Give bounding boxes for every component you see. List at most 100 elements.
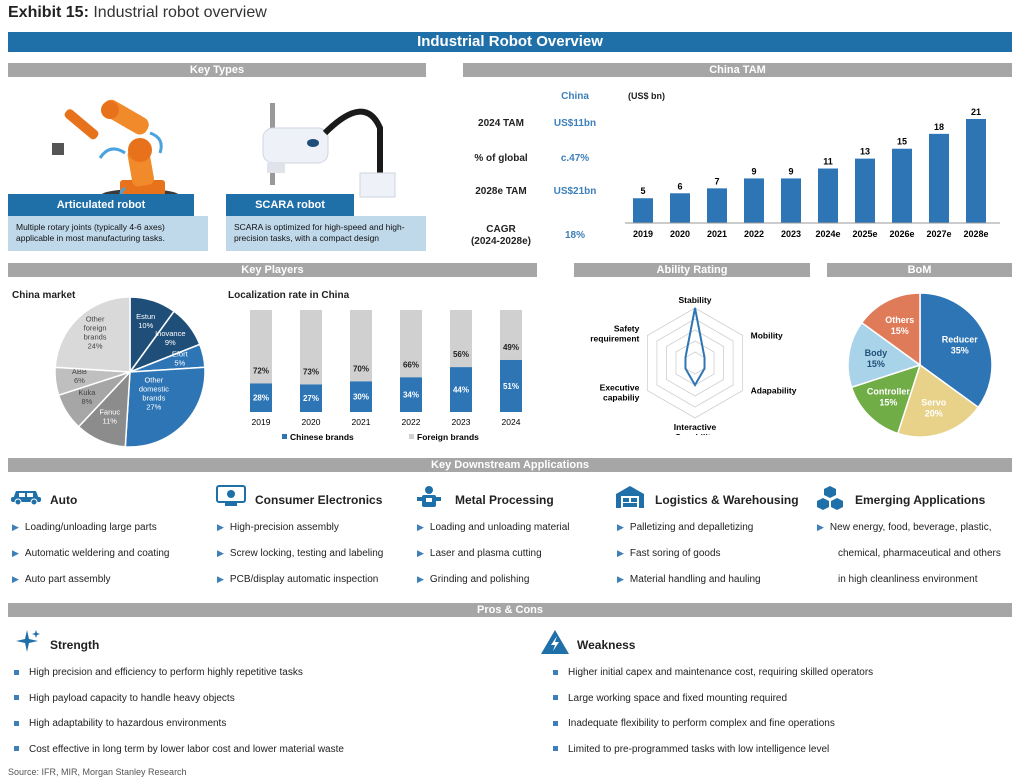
market-slice-label: domestic — [139, 384, 169, 393]
chinese-bar — [350, 381, 372, 412]
bom-slice — [896, 363, 980, 438]
bom-slice-label: Reducer — [942, 335, 979, 345]
legend-chinese-swatch — [282, 434, 287, 439]
china-market-pie: Estun10%Inovance9%Efort5%Otherdomesticbr… — [54, 296, 206, 448]
market-slice-label: brands — [142, 393, 165, 402]
tam-bar-label: 15 — [897, 137, 907, 147]
tam-x-label: 2021 — [707, 229, 727, 239]
radar-axis-label: Mobility — [751, 331, 783, 341]
local-x-label: 2019 — [252, 417, 271, 427]
tam-bar — [818, 168, 838, 223]
local-x-label: 2022 — [402, 417, 421, 427]
market-slice — [54, 296, 131, 373]
bullet-triangle-icon: ▶ — [417, 548, 424, 558]
bom-slice-pct: 35% — [951, 346, 969, 356]
local-x-label: 2021 — [352, 417, 371, 427]
application-item: ▶ Material handling and hauling — [617, 574, 761, 585]
bullet-square-icon — [14, 746, 19, 752]
radar-axis-label: requirement — [590, 334, 639, 344]
tam-label-2024: 2024 TAM — [478, 118, 524, 129]
cubes-icon — [815, 485, 845, 516]
bullet-triangle-icon: ▶ — [817, 522, 824, 532]
warehouse-icon — [615, 485, 645, 514]
application-item: ▶ Automatic weldering and coating — [12, 548, 170, 559]
application-column: Metal Processing ▶ Loading and unloading m… — [413, 485, 613, 595]
application-column: Emerging Applications ▶ New energy, food, … — [813, 485, 1013, 595]
bom-slice-label: Body — [865, 348, 888, 358]
section-ability-rating: Ability Rating — [574, 263, 810, 277]
tam-unit: (US$ bn) — [628, 91, 665, 101]
source-note: Source: IFR, MIR, Morgan Stanley Researc… — [8, 767, 187, 777]
local-x-label: 2024 — [502, 417, 521, 427]
radar-axis-label: capabiliy — [603, 393, 640, 403]
foreign-bar-label: 56% — [453, 350, 469, 359]
bullet-square-icon — [553, 669, 558, 675]
market-slice-label: 5% — [174, 358, 185, 367]
monitor-icon — [215, 485, 247, 512]
section-bom: BoM — [827, 263, 1012, 277]
tam-bar-label: 21 — [971, 107, 981, 117]
tam-bar — [855, 158, 875, 223]
tam-value-2028: US$21bn — [553, 186, 597, 197]
tam-x-label: 2020 — [670, 229, 690, 239]
tam-value-2024: US$11bn — [553, 118, 597, 129]
bom-slice-label: Controller — [867, 387, 910, 397]
local-x-label: 2020 — [302, 417, 321, 427]
tam-value-cagr: 18% — [564, 230, 585, 241]
application-column: Consumer Electronics ▶ High-precision asse… — [213, 485, 413, 595]
foreign-bar — [300, 310, 322, 385]
chinese-bar-label: 30% — [353, 393, 369, 402]
radar-axis-label: Capability — [675, 432, 716, 435]
radar-series — [684, 307, 706, 388]
application-title: Logistics & Warehousing — [655, 493, 799, 507]
tam-bar — [707, 188, 727, 223]
market-slice-label: Other — [144, 375, 163, 384]
application-item: ▶ Palletizing and depalletizing — [617, 522, 754, 533]
market-slice-label: Inovance — [155, 329, 185, 338]
pros-cons-item: Cost effective in long term by lower lab… — [14, 744, 344, 755]
tam-bar — [781, 178, 801, 223]
sparkle-icon — [16, 630, 40, 652]
bom-slice — [919, 292, 993, 409]
chinese-bar-label: 27% — [303, 394, 319, 403]
bom-slice-pct: 20% — [925, 408, 943, 418]
chinese-bar — [300, 384, 322, 412]
bom-slice — [847, 321, 922, 389]
bullet-triangle-icon: ▶ — [217, 548, 224, 558]
tam-bar-label: 18 — [934, 122, 944, 132]
section-china-tam: China TAM — [463, 63, 1012, 77]
application-item: ▶ Loading and unloading material — [417, 522, 570, 533]
foreign-bar — [250, 310, 272, 384]
bullet-square-icon — [14, 695, 19, 701]
market-slice-label: foreign — [84, 323, 107, 332]
tam-bar-chart: 5 2019 6 2020 7 2021 9 2022 9 2023 11 2024e 13 2025e 1… — [625, 107, 1000, 239]
market-slice-label: 24% — [88, 341, 103, 350]
tam-bar-label: 9 — [788, 166, 793, 176]
application-item: ▶ Laser and plasma cutting — [417, 548, 542, 559]
chinese-bar — [500, 359, 522, 412]
bullet-square-icon — [553, 746, 558, 752]
bom-slice-pct: 15% — [879, 398, 897, 408]
chinese-bar-label: 34% — [403, 391, 419, 400]
market-slice — [124, 366, 206, 448]
market-slice-label: 27% — [146, 402, 161, 411]
tam-bar-label: 11 — [823, 157, 833, 167]
section-key-types: Key Types — [8, 63, 426, 77]
application-item: in high cleanliness environment — [838, 574, 978, 585]
bullet-square-icon — [14, 669, 19, 675]
articulated-robot-caption: Articulated robot — [8, 194, 194, 216]
radar-axis-label: Executive — [600, 383, 640, 393]
section-pros-cons: Pros & Cons — [8, 603, 1012, 617]
foreign-bar — [500, 310, 522, 360]
car-icon — [10, 485, 42, 510]
chinese-bar — [450, 367, 472, 412]
foreign-bar-label: 66% — [403, 360, 419, 369]
china-market-title: China market — [12, 290, 76, 301]
radar-axis-label: Safety — [614, 324, 640, 334]
legend-foreign-label: Foreign brands — [417, 432, 479, 442]
application-title: Emerging Applications — [855, 493, 986, 507]
application-title: Auto — [50, 493, 78, 507]
bom-slice-pct: 15% — [891, 326, 909, 336]
bom-slice-pct: 15% — [867, 359, 885, 369]
tam-bar — [744, 178, 764, 223]
